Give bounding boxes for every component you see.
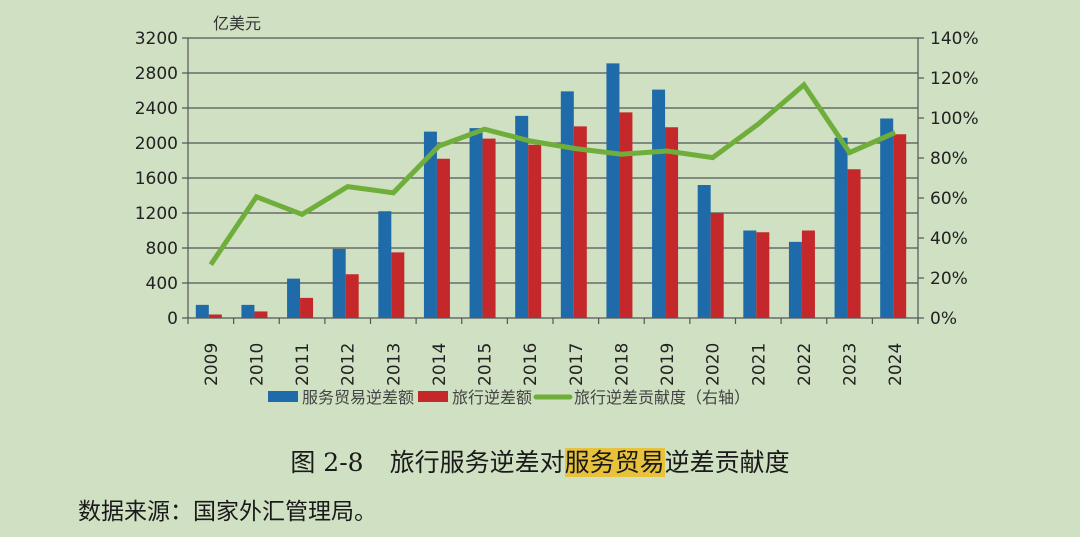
bar-services-deficit <box>834 137 848 318</box>
left-tick-label: 2000 <box>135 134 178 154</box>
left-tick-label: 3200 <box>135 29 178 49</box>
chart: 0 400 800 1200 1600 2000 2400 2800 3200 0% 20% 40% 6… <box>135 14 979 407</box>
right-tick-label: 40% <box>930 229 968 249</box>
bar-travel-deficit <box>254 311 268 318</box>
right-tick-label: 140% <box>930 29 979 49</box>
right-tick-label: 0% <box>930 309 957 329</box>
bar-services-deficit <box>652 89 666 318</box>
bar-travel-deficit <box>482 138 496 318</box>
x-tick-label: 2024 <box>886 343 906 386</box>
right-tick-label: 80% <box>930 149 968 169</box>
bar-travel-deficit <box>300 297 314 318</box>
figure-number: 图 2-8 <box>290 448 364 477</box>
bar-services-deficit <box>469 128 483 318</box>
bar-travel-deficit <box>345 274 359 318</box>
data-source: 数据来源：国家外汇管理局。 <box>78 499 377 525</box>
x-tick-label: 2009 <box>202 343 222 386</box>
x-tick-label: 2015 <box>476 343 496 386</box>
caption-text-2: 逆差贡献度 <box>664 448 790 477</box>
bar-travel-deficit <box>847 169 861 318</box>
bar-services-deficit <box>560 91 574 318</box>
bar-travel-deficit <box>436 158 450 318</box>
bar-services-deficit <box>880 118 894 318</box>
x-tick-label: 2016 <box>521 343 541 386</box>
bar-travel-deficit <box>665 127 679 318</box>
legend-label: 服务贸易逆差额 <box>302 388 414 407</box>
bar-services-deficit <box>606 63 620 318</box>
unit-label: 亿美元 <box>213 14 261 33</box>
bar-services-deficit <box>287 278 301 318</box>
bar-services-deficit <box>697 185 711 318</box>
left-tick-label: 0 <box>167 309 178 329</box>
left-tick-label: 2400 <box>135 99 178 119</box>
bar-travel-deficit <box>619 112 633 318</box>
bar-travel-deficit <box>756 232 770 318</box>
x-tick-label: 2011 <box>293 343 313 386</box>
line-travel-contribution <box>208 81 897 266</box>
right-tick-label: 60% <box>930 189 968 209</box>
bar-travel-deficit <box>801 230 815 318</box>
legend-swatch <box>418 391 448 402</box>
bar-services-deficit <box>515 115 529 318</box>
x-tick-label: 2014 <box>430 343 450 386</box>
x-tick-label: 2023 <box>841 343 861 386</box>
x-tick-label: 2017 <box>567 343 587 386</box>
legend-label: 旅行逆差贡献度（右轴） <box>574 388 750 407</box>
left-tick-label: 800 <box>146 239 178 259</box>
bar-travel-deficit <box>528 144 542 318</box>
x-tick-label: 2012 <box>339 343 359 386</box>
right-tick-label: 100% <box>930 109 979 129</box>
legend-label: 旅行逆差额 <box>452 388 532 407</box>
bar-travel-deficit <box>573 126 587 318</box>
right-tick-label: 20% <box>930 269 968 289</box>
bar-travel-deficit <box>893 134 907 318</box>
x-tick-label: 2020 <box>704 343 724 386</box>
left-tick-label: 1600 <box>135 169 178 189</box>
bar-services-deficit <box>743 230 757 318</box>
legend-swatch <box>268 391 298 402</box>
caption-highlight: 服务贸易 <box>564 448 665 477</box>
right-tick-label: 120% <box>930 69 979 89</box>
left-tick-label: 2800 <box>135 64 178 84</box>
x-tick-label: 2013 <box>384 343 404 386</box>
bar-travel-deficit <box>208 314 222 318</box>
caption-text-1: 旅行服务逆差对 <box>389 448 565 477</box>
x-tick-label: 2019 <box>658 343 678 386</box>
bar-services-deficit <box>378 211 392 318</box>
left-tick-label: 400 <box>146 274 178 294</box>
x-tick-label: 2018 <box>612 343 632 386</box>
figure-caption: 图 2-8 旅行服务逆差对服务贸易逆差贡献度 <box>0 443 1080 479</box>
left-tick-label: 1200 <box>135 204 178 224</box>
x-tick-label: 2022 <box>795 343 815 386</box>
bar-services-deficit <box>423 131 437 318</box>
bar-services-deficit <box>332 248 346 318</box>
bar-services-deficit <box>241 304 255 318</box>
bar-services-deficit <box>788 241 802 318</box>
x-tick-label: 2021 <box>749 343 769 386</box>
bar-services-deficit <box>195 304 209 318</box>
bar-travel-deficit <box>710 213 724 318</box>
x-tick-label: 2010 <box>247 343 267 386</box>
bar-travel-deficit <box>391 252 405 318</box>
